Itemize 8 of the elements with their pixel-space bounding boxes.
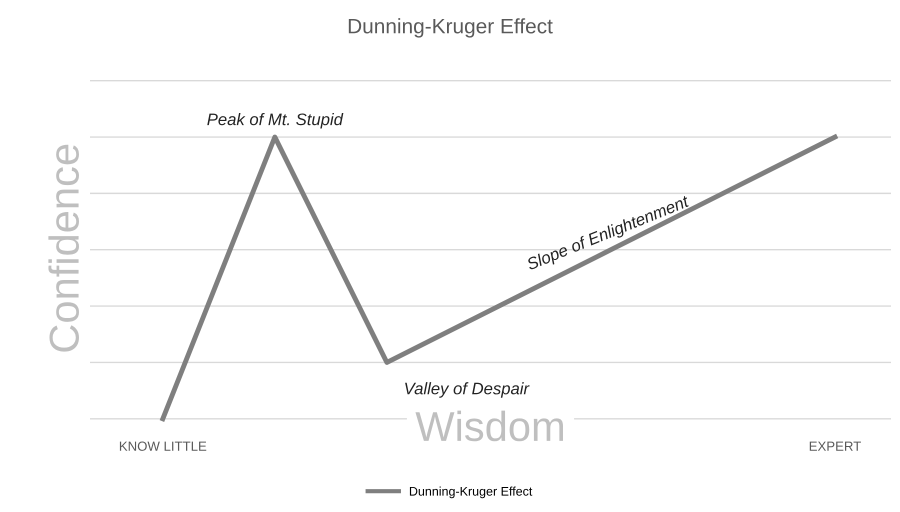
chart-title: Dunning-Kruger Effect xyxy=(348,18,553,38)
y-axis-title: Confidence xyxy=(48,144,79,352)
x-axis-title: Wisdom xyxy=(415,410,563,442)
legend-label: Dunning-Kruger Effect xyxy=(410,486,532,498)
text: Peak of Mt. Stupid xyxy=(207,113,344,129)
annotation: Valley of Despair xyxy=(405,382,530,398)
x-tick-label: EXPERT xyxy=(810,442,861,451)
x-tick-label: KNOW LITTLE xyxy=(120,442,206,451)
